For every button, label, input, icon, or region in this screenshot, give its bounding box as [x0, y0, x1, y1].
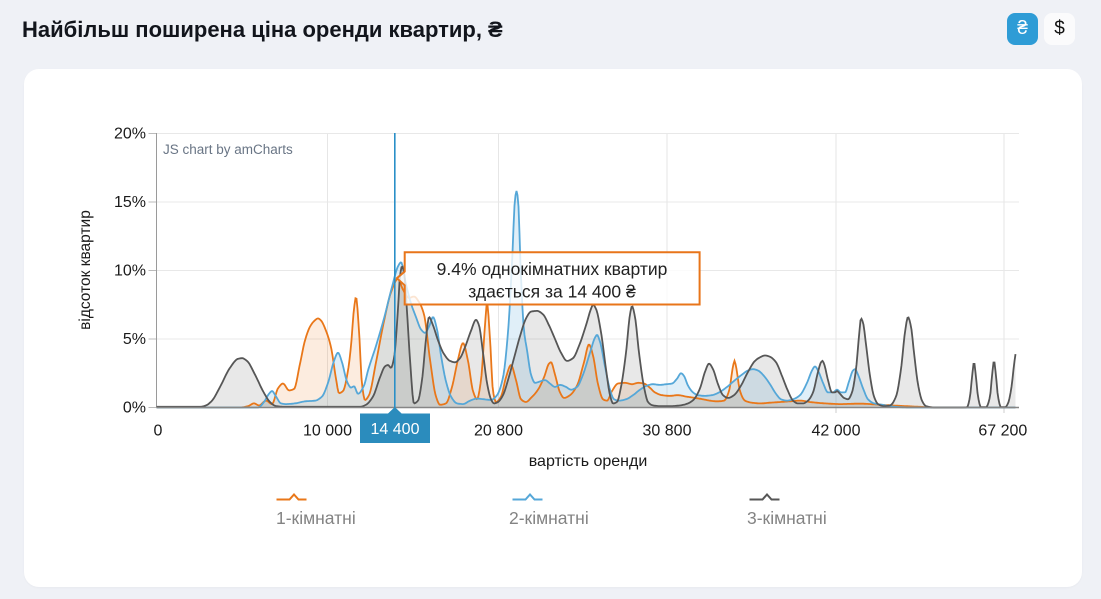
svg-text:2-кімнатні: 2-кімнатні — [509, 508, 589, 528]
svg-text:0: 0 — [154, 423, 163, 440]
svg-text:здається за 14 400 ₴: здається за 14 400 ₴ — [468, 282, 636, 302]
svg-text:JS chart by amCharts: JS chart by amCharts — [163, 142, 293, 157]
svg-text:15%: 15% — [114, 194, 146, 211]
svg-text:0%: 0% — [123, 400, 146, 417]
svg-text:відсоток квартир: відсоток квартир — [77, 210, 94, 330]
svg-text:10%: 10% — [114, 263, 146, 280]
svg-text:14 400: 14 400 — [371, 421, 420, 438]
svg-text:9.4% однокімнатних квартир: 9.4% однокімнатних квартир — [437, 259, 668, 279]
svg-text:42 000: 42 000 — [812, 423, 861, 440]
svg-text:5%: 5% — [123, 331, 146, 348]
svg-text:30 800: 30 800 — [643, 423, 692, 440]
svg-text:20 800: 20 800 — [474, 423, 523, 440]
svg-text:20%: 20% — [114, 126, 146, 143]
svg-text:1-кімнатні: 1-кімнатні — [276, 508, 356, 528]
svg-text:10 000: 10 000 — [303, 423, 352, 440]
svg-text:67 200: 67 200 — [978, 423, 1027, 440]
svg-text:вартість оренди: вартість оренди — [529, 453, 648, 470]
svg-text:3-кімнатні: 3-кімнатні — [747, 508, 827, 528]
